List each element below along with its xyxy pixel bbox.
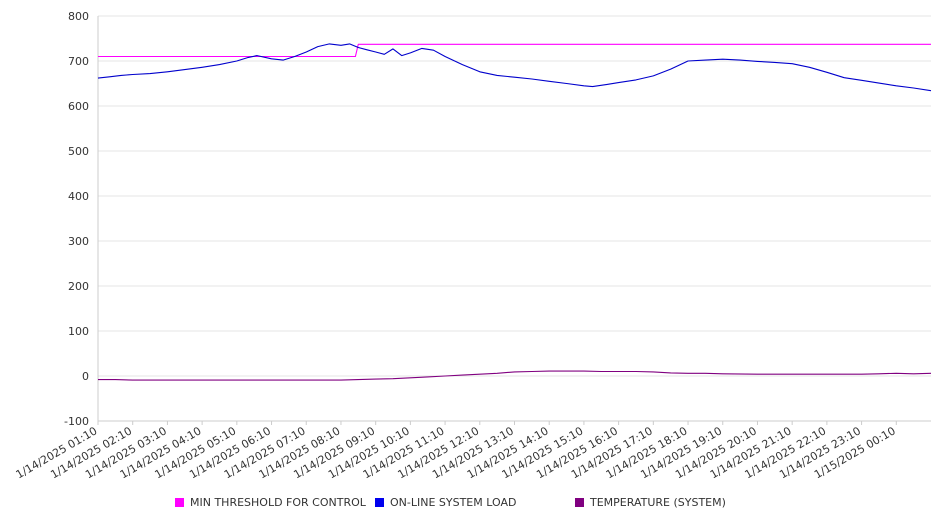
y-tick-label: -100 [64,415,89,428]
legend-label-temperature: TEMPERATURE (SYSTEM) [590,496,726,509]
y-tick-label: 700 [68,55,89,68]
y-tick-label: 500 [68,145,89,158]
legend-swatch-temperature [575,498,584,507]
line-chart: -100 0 100 200 300 400 500 600 700 800 1/14/2025 … [14,10,932,481]
legend-item-temperature: TEMPERATURE (SYSTEM) [575,496,726,509]
series-line-temperature-system [98,370,932,381]
series-lines [97,43,932,381]
y-tick-label: 800 [68,10,89,23]
legend-label-system-load: ON-LINE SYSTEM LOAD [390,496,517,509]
series-line-min-threshold-for-control [98,43,931,58]
x-axis-tick-labels: 1/14/2025 01:101/14/2025 02:101/14/2025 … [14,424,898,481]
y-tick-label: 600 [68,100,89,113]
y-tick-label: 100 [68,325,89,338]
legend-item-min-threshold: MIN THRESHOLD FOR CONTROL [175,496,366,509]
chart-legend: MIN THRESHOLD FOR CONTROL ON-LINE SYSTEM… [0,496,946,516]
y-tick-label: 400 [68,190,89,203]
grid-lines [98,15,931,422]
y-tick-label: 300 [68,235,89,248]
series-line-on-line-system-load [97,43,932,92]
legend-swatch-min-threshold [175,498,184,507]
y-axis-tick-labels: -100 0 100 200 300 400 500 600 700 800 [64,10,89,428]
y-tick-label: 200 [68,280,89,293]
legend-label-min-threshold: MIN THRESHOLD FOR CONTROL [190,496,366,509]
legend-item-system-load: ON-LINE SYSTEM LOAD [375,496,516,509]
axes [97,16,931,425]
y-tick-label: 0 [82,370,89,383]
legend-swatch-system-load [375,498,384,507]
